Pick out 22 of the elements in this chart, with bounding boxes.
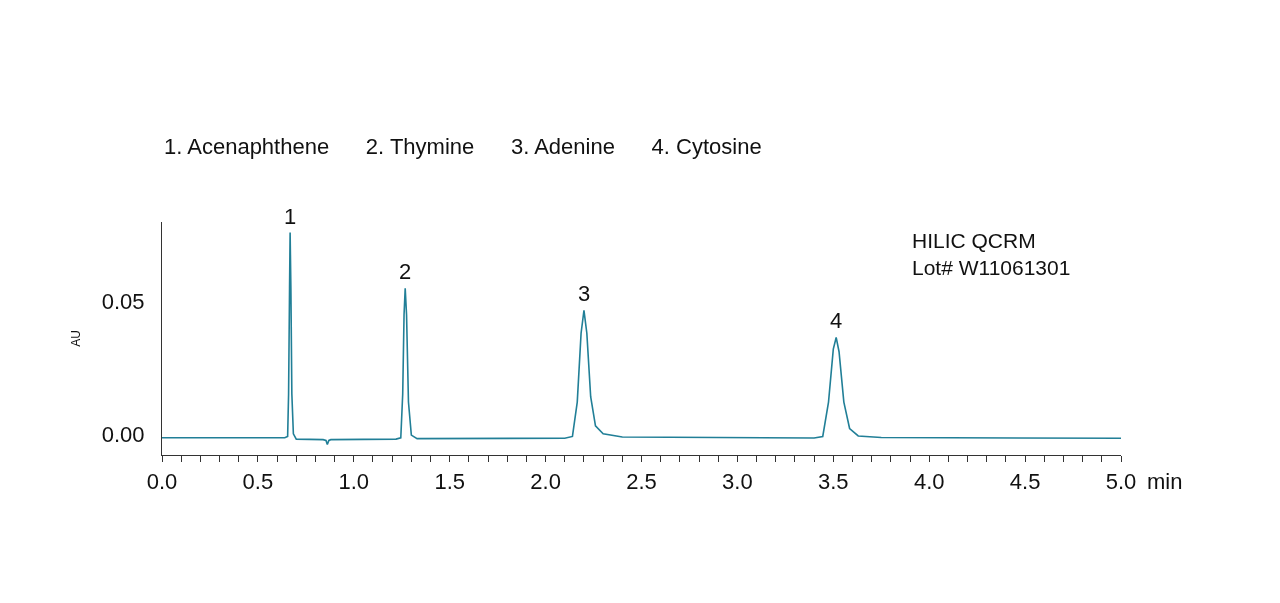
- annotation: 1: [284, 204, 297, 229]
- annotation: 2: [399, 259, 412, 284]
- x-tick-label: 1.5: [434, 468, 465, 494]
- x-tick-label: 3.5: [818, 468, 849, 494]
- x-tick-label: 1.0: [338, 468, 370, 494]
- x-tick-label: 4.0: [913, 468, 945, 494]
- x-tick-label: 3.0: [722, 468, 753, 494]
- line-series: [162, 231, 1121, 446]
- x-tick-label: 0.0: [146, 468, 178, 494]
- annotation: 4: [830, 308, 843, 333]
- annotation: HILIC QCRM Lot# W11061301: [912, 229, 1071, 280]
- y-tick-label: 0.00: [101, 421, 145, 447]
- x-tick-label: 2.0: [530, 468, 561, 494]
- annotation: 3: [578, 281, 591, 306]
- x-tick-label: 4.5: [1009, 468, 1041, 494]
- y-tick-label: 0.05: [101, 289, 145, 315]
- x-tick-label: 0.5: [242, 468, 274, 494]
- x-axis-title: min: [1147, 469, 1183, 494]
- y-axis-title: AU: [68, 330, 83, 347]
- text: 1. Acenaphthene 2. Thymine 3. Adenine 4. Cytosine: [164, 134, 762, 159]
- x-tick-label: 2.5: [626, 468, 657, 494]
- x-tick-label: 5.0: [1105, 468, 1137, 494]
